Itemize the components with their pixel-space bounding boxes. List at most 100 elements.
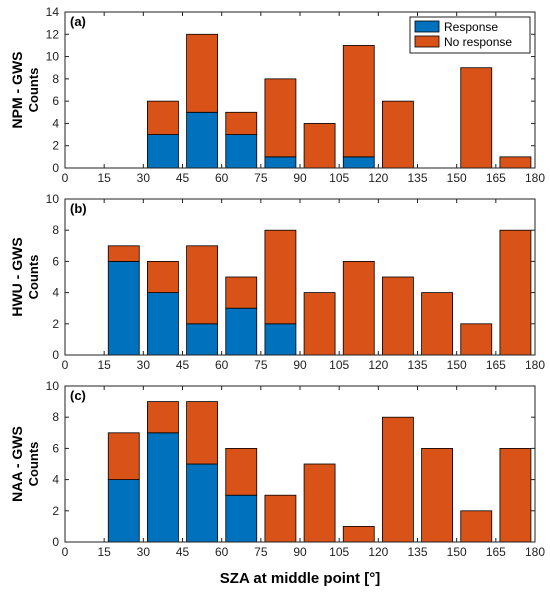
y-axis-label: NAA - GWS	[9, 426, 25, 502]
x-tick-label: 15	[97, 545, 111, 559]
x-tick-label: 120	[368, 545, 388, 559]
bar-no-response	[107, 432, 140, 480]
y-axis-sublabel: Counts	[26, 68, 41, 113]
y-axis-sublabel: Counts	[26, 255, 41, 300]
bar-no-response	[264, 229, 297, 325]
x-tick-label: 0	[62, 171, 69, 185]
panel-label: (b)	[70, 201, 87, 216]
x-tick-label: 0	[62, 545, 69, 559]
bar-no-response	[342, 526, 375, 543]
x-tick-label: 90	[293, 545, 307, 559]
y-tick-label: 8	[52, 72, 59, 86]
panel-b: 0 2 4 6 8 10 0 15 30 45 60 75 90 105 120 135 150 165 180 (b…	[9, 192, 545, 372]
bar-no-response	[186, 33, 218, 113]
bar-response	[147, 292, 179, 356]
bar-no-response	[460, 67, 493, 169]
x-tick-label: 75	[254, 358, 268, 372]
x-tick-label: 105	[329, 358, 349, 372]
x-tick-label: 180	[525, 171, 545, 185]
y-axis-label: HWU - GWS	[9, 237, 25, 316]
x-tick-label: 165	[486, 545, 506, 559]
bar-no-response	[382, 100, 414, 169]
bar-response	[264, 323, 297, 356]
y-tick-label: 6	[52, 254, 59, 268]
y-tick-label: 6	[52, 441, 59, 455]
bar-response	[186, 111, 218, 169]
bar-response	[225, 494, 258, 543]
x-tick-label: 0	[62, 358, 69, 372]
bar-no-response	[499, 229, 532, 356]
y-tick-label: 0	[52, 348, 59, 362]
x-tick-label: 90	[293, 358, 307, 372]
bar-no-response	[421, 292, 453, 356]
bar-response	[147, 134, 179, 169]
bar-no-response	[499, 156, 532, 169]
bar-response	[186, 323, 218, 356]
bar-no-response	[186, 401, 218, 465]
x-tick-label: 45	[176, 171, 190, 185]
bar-no-response	[499, 447, 532, 543]
bar-response	[186, 463, 218, 543]
x-tick-label: 45	[176, 545, 190, 559]
legend-swatch-no-response	[414, 35, 440, 48]
panel-a: 0 2 4 6 8 10 12 14 0 15 30 45 60 75 90 105 120 135 150 165 1…	[9, 5, 545, 185]
y-tick-label: 14	[46, 5, 60, 19]
bar-response	[147, 432, 179, 543]
bar-no-response	[342, 45, 375, 158]
x-tick-label: 150	[447, 358, 467, 372]
bar-no-response	[303, 292, 336, 356]
x-tick-label: 150	[447, 545, 467, 559]
bar-response	[225, 134, 258, 169]
x-tick-label: 75	[254, 545, 268, 559]
y-tick-label: 8	[52, 410, 59, 424]
bar-response	[264, 156, 297, 169]
bar-no-response	[460, 323, 493, 356]
y-tick-label: 4	[52, 286, 59, 300]
y-tick-label: 8	[52, 223, 59, 237]
y-tick-label: 10	[46, 379, 60, 393]
bar-response	[107, 260, 140, 356]
bar-no-response	[147, 260, 179, 293]
y-tick-label: 6	[52, 94, 59, 108]
x-tick-label: 105	[329, 545, 349, 559]
bar-no-response	[107, 245, 140, 262]
y-tick-label: 4	[52, 473, 59, 487]
bar-no-response	[342, 260, 375, 356]
x-tick-label: 30	[137, 545, 151, 559]
x-tick-label: 30	[137, 358, 151, 372]
bar-no-response	[382, 276, 414, 356]
bar-no-response	[460, 510, 493, 543]
x-tick-label: 30	[137, 171, 151, 185]
y-axis-label: NPM - GWS	[9, 52, 25, 129]
bar-no-response	[264, 78, 297, 158]
y-tick-label: 2	[52, 504, 59, 518]
x-tick-label: 135	[407, 358, 427, 372]
legend-label-response: Response	[444, 20, 498, 34]
bar-no-response	[186, 245, 218, 325]
y-tick-label: 10	[46, 50, 60, 64]
bar-no-response	[225, 447, 258, 496]
y-tick-label: 12	[46, 27, 60, 41]
x-tick-label: 15	[97, 171, 111, 185]
x-axis-label: SZA at middle point [°]	[220, 570, 380, 587]
x-tick-label: 105	[329, 171, 349, 185]
bar-response	[107, 479, 140, 543]
y-tick-label: 0	[52, 161, 59, 175]
y-tick-label: 2	[52, 139, 59, 153]
x-tick-label: 180	[525, 358, 545, 372]
x-tick-label: 180	[525, 545, 545, 559]
bar-no-response	[147, 401, 179, 434]
bar-no-response	[303, 123, 336, 169]
x-tick-label: 45	[176, 358, 190, 372]
x-tick-label: 165	[486, 358, 506, 372]
bar-no-response	[225, 276, 258, 309]
panel-label: (a)	[70, 14, 86, 29]
y-tick-label: 4	[52, 116, 59, 130]
bar-response	[225, 307, 258, 356]
x-tick-label: 15	[97, 358, 111, 372]
bar-no-response	[225, 111, 258, 135]
bar-response	[342, 156, 375, 169]
